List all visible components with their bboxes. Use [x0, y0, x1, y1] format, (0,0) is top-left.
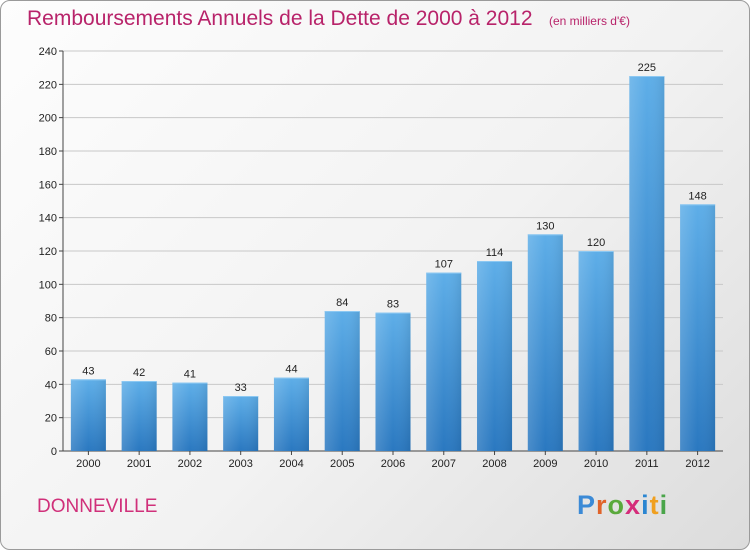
- chart-subtitle: (en milliers d'€): [548, 14, 630, 28]
- y-tick-label: 0: [51, 446, 57, 458]
- data-label-2003: 33: [235, 382, 247, 394]
- y-tick-label: 60: [45, 346, 57, 358]
- x-tick-label-2009: 2009: [533, 458, 557, 470]
- axes: 0 20 40 60 80 100 120 140 160 180 200 220 240 2000 200…: [39, 46, 723, 470]
- x-tick-label-2007: 2007: [432, 458, 456, 470]
- data-label-2005: 84: [336, 297, 348, 309]
- x-tick-label-2004: 2004: [279, 458, 303, 470]
- y-tick-label: 80: [45, 313, 57, 325]
- x-tick-label-2010: 2010: [584, 458, 608, 470]
- logo-letter: r: [596, 490, 608, 520]
- chart-title: Remboursements Annuels de la Dette de 20…: [27, 7, 533, 30]
- logo-letter: t: [649, 490, 660, 520]
- proxiti-logo: Proxiti: [577, 490, 668, 521]
- logo-letter: o: [607, 490, 626, 520]
- bar-shine-2002: [172, 382, 208, 451]
- x-tick-label-2011: 2011: [635, 458, 659, 470]
- y-tick-label: 140: [39, 213, 57, 225]
- bar-shine-2010: [578, 251, 614, 451]
- bar-shine-2003: [223, 396, 259, 451]
- bar-shine-2004: [273, 377, 309, 451]
- bar-shine-2007: [426, 272, 462, 451]
- bars: [70, 76, 716, 451]
- bar-shine-2011: [629, 76, 665, 451]
- y-tick-label: 20: [45, 413, 57, 425]
- x-tick-label-2008: 2008: [482, 458, 506, 470]
- bar-shine-2009: [527, 234, 563, 451]
- bar-shine-2012: [680, 204, 716, 451]
- data-label-2010: 120: [587, 237, 605, 249]
- data-label-2000: 43: [82, 365, 94, 377]
- data-label-2011: 225: [638, 62, 656, 74]
- data-label-2012: 148: [688, 190, 706, 202]
- data-label-2009: 130: [536, 220, 554, 232]
- bar-shine-2001: [121, 381, 157, 451]
- data-label-2007: 107: [435, 259, 453, 271]
- y-tick-label: 220: [39, 79, 57, 91]
- x-tick-label-2006: 2006: [381, 458, 405, 470]
- x-tick-label-2001: 2001: [127, 458, 151, 470]
- y-tick-label: 200: [39, 113, 57, 125]
- y-tick-label: 160: [39, 179, 57, 191]
- commune-name: DONNEVILLE: [37, 496, 158, 517]
- y-tick-label: 240: [39, 46, 57, 58]
- y-tick-label: 180: [39, 146, 57, 158]
- data-label-2006: 83: [387, 299, 399, 311]
- x-tick-label-2012: 2012: [685, 458, 709, 470]
- chart-header: Remboursements Annuels de la Dette de 20…: [27, 7, 630, 31]
- logo-letter: i: [659, 490, 669, 520]
- bar-shine-2006: [375, 312, 411, 451]
- data-label-2002: 41: [184, 369, 196, 381]
- bar-shine-2005: [324, 311, 360, 451]
- data-label-2008: 114: [486, 247, 504, 259]
- x-tick-label-2000: 2000: [76, 458, 100, 470]
- x-tick-label-2002: 2002: [178, 458, 202, 470]
- x-tick-label-2005: 2005: [330, 458, 354, 470]
- bar-shine-2000: [70, 379, 106, 451]
- y-tick-label: 100: [39, 279, 57, 291]
- y-tick-label: 40: [45, 379, 57, 391]
- logo-letter: x: [625, 490, 642, 520]
- x-tick-label-2003: 2003: [228, 458, 252, 470]
- data-label-2001: 42: [133, 367, 145, 379]
- y-tick-label: 120: [39, 246, 57, 258]
- data-label-2004: 44: [285, 364, 297, 376]
- logo-letter: i: [641, 490, 650, 520]
- bar-shine-2008: [477, 261, 513, 451]
- data-labels: 43 42 41 33 44 84 83 107 114 130 120 225 148: [82, 62, 707, 394]
- logo-letter: P: [577, 490, 597, 520]
